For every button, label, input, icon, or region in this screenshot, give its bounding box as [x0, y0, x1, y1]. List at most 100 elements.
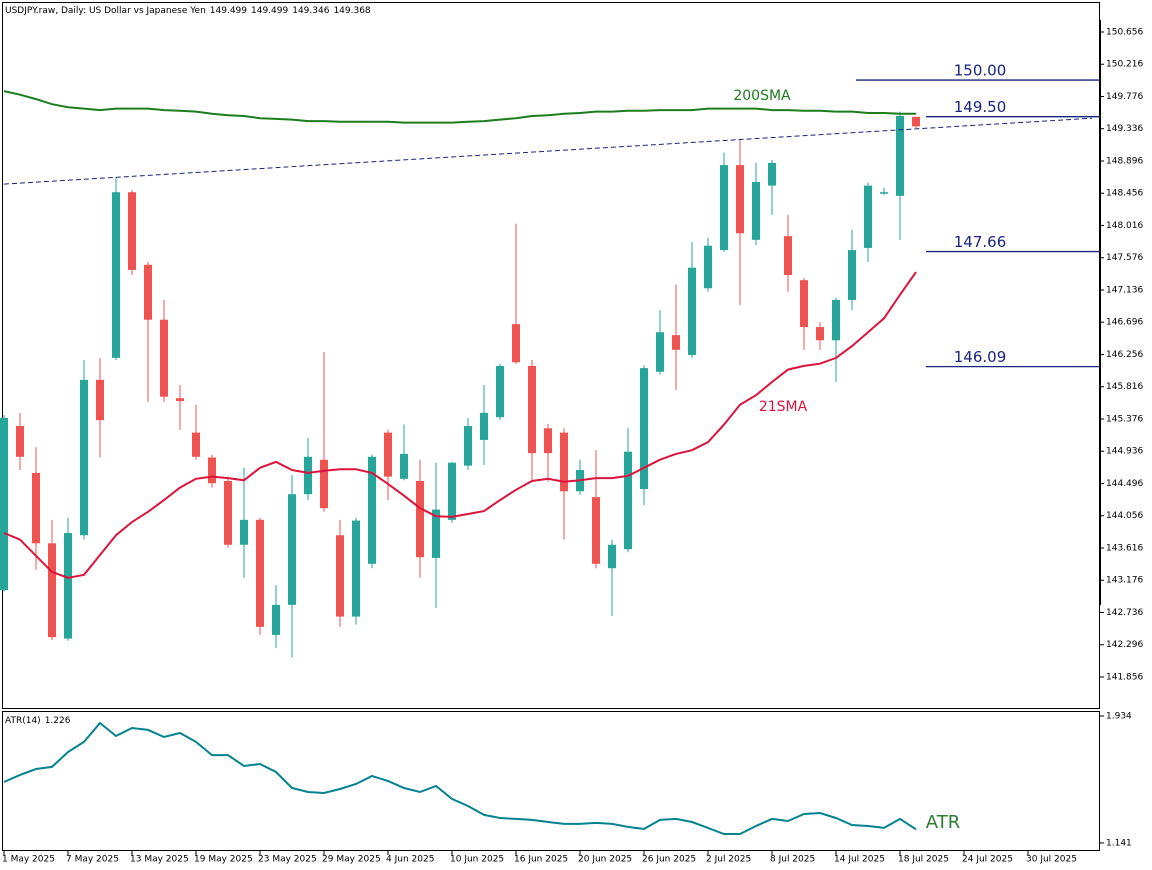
y-tick-label: 145.376 [1106, 414, 1143, 424]
candle-body [560, 432, 568, 492]
y-tick-label: 144.496 [1106, 479, 1143, 489]
candle-body [368, 456, 376, 564]
candle-body [416, 480, 424, 558]
candle-body [240, 519, 248, 545]
series-label: 200SMA [733, 88, 791, 104]
candle-body [464, 426, 472, 466]
candle-body [304, 456, 312, 495]
title: USDJPY.raw, Daily: US Dollar vs Japanese… [5, 6, 206, 16]
candle-body [608, 544, 616, 569]
candle-body [880, 192, 888, 194]
y-tick-label: 149.776 [1106, 92, 1143, 102]
candle-body [320, 459, 328, 509]
candle-body [912, 116, 920, 127]
level-label: 150.00 [954, 62, 1007, 80]
candle-body [736, 165, 744, 234]
x-tick-label: 20 Jun 2025 [578, 855, 632, 865]
x-tick-label: 24 Jul 2025 [962, 855, 1013, 865]
x-tick-label: 18 Jul 2025 [898, 855, 949, 865]
y-tick-label: 148.016 [1106, 221, 1143, 231]
candle-body [896, 115, 904, 196]
close: 149.368 [333, 6, 370, 16]
y-tick-label: 143.176 [1106, 576, 1143, 586]
trendline [3, 117, 1093, 185]
x-tick-label: 4 Jun 2025 [386, 855, 434, 865]
y-tick-label: 147.136 [1106, 285, 1143, 295]
y-tick-label: 150.656 [1106, 27, 1143, 37]
y-tick-label: 148.896 [1106, 156, 1143, 166]
candle-body [16, 426, 24, 457]
x-tick-label: 23 May 2025 [258, 855, 317, 865]
candle-body [512, 324, 520, 363]
candle-body [384, 432, 392, 477]
chart-title: USDJPY.raw, Daily: US Dollar vs Japanese… [5, 6, 371, 16]
atr-panel [2, 711, 1100, 851]
atr-value: 1.226 [45, 716, 71, 726]
y-tick-label: 144.936 [1106, 447, 1143, 457]
y-tick-label: 145.816 [1106, 382, 1143, 392]
candle-body [96, 379, 104, 421]
candle-body [672, 335, 680, 350]
y-tick-label: 146.256 [1106, 350, 1143, 360]
candle-body [192, 432, 200, 457]
y-tick-label: 149.336 [1106, 124, 1143, 134]
low: 149.346 [292, 6, 329, 16]
y-tick-label: 150.216 [1106, 60, 1143, 70]
series-label: 21SMA [759, 399, 808, 415]
candle-body [784, 236, 792, 276]
atr-annotation: ATR [926, 812, 960, 833]
x-tick-label: 7 May 2025 [66, 855, 119, 865]
y-tick-label: 147.576 [1106, 253, 1143, 263]
candle-body [592, 497, 600, 564]
candle-body [112, 192, 120, 358]
y-tick-label: 142.736 [1106, 608, 1143, 618]
candle-body [32, 472, 40, 544]
x-tick-label: 19 May 2025 [194, 855, 253, 865]
y-tick-label: 141.856 [1106, 672, 1143, 682]
y-tick-label: 143.616 [1106, 543, 1143, 553]
candle-body [688, 267, 696, 355]
x-tick-label: 16 Jun 2025 [514, 855, 568, 865]
x-tick-label: 10 Jun 2025 [450, 855, 504, 865]
candle-body [224, 480, 232, 545]
candle-body [752, 181, 760, 240]
candle-body [352, 520, 360, 617]
candle-body [128, 192, 136, 270]
y-tick-label: 1.934 [1106, 712, 1132, 722]
candle-body [144, 264, 152, 320]
level-label: 149.50 [954, 98, 1007, 116]
candle-body [832, 299, 840, 341]
candle-body [704, 245, 712, 289]
candle-body [480, 412, 488, 440]
candle-body [496, 365, 504, 418]
x-tick-label: 30 Jul 2025 [1026, 855, 1077, 865]
candle-body [864, 185, 872, 248]
x-tick-label: 13 May 2025 [130, 855, 189, 865]
candle-body [48, 543, 56, 638]
candle-body [80, 379, 88, 536]
x-tick-label: 29 May 2025 [322, 855, 381, 865]
candle-body [160, 319, 168, 397]
x-tick-label: 1 May 2025 [2, 855, 55, 865]
atr-line [3, 721, 917, 835]
y-tick-label: 142.296 [1106, 640, 1143, 650]
candle-body [624, 451, 632, 550]
y-tick-label: 1.141 [1106, 838, 1132, 848]
candle-body [256, 519, 264, 627]
x-tick-label: 26 Jun 2025 [642, 855, 696, 865]
y-tick-label: 144.056 [1106, 511, 1143, 521]
candle-body [800, 280, 808, 328]
open: 149.499 [210, 6, 247, 16]
high: 149.499 [251, 6, 288, 16]
candle-body [720, 165, 728, 251]
candle-body [64, 533, 72, 639]
y-tick-label: 146.696 [1106, 318, 1143, 328]
candle-body [0, 417, 8, 591]
x-tick-label: 14 Jul 2025 [834, 855, 885, 865]
candle-body [544, 428, 552, 454]
atr-name: ATR(14) [5, 716, 41, 726]
candle-body [768, 162, 776, 186]
